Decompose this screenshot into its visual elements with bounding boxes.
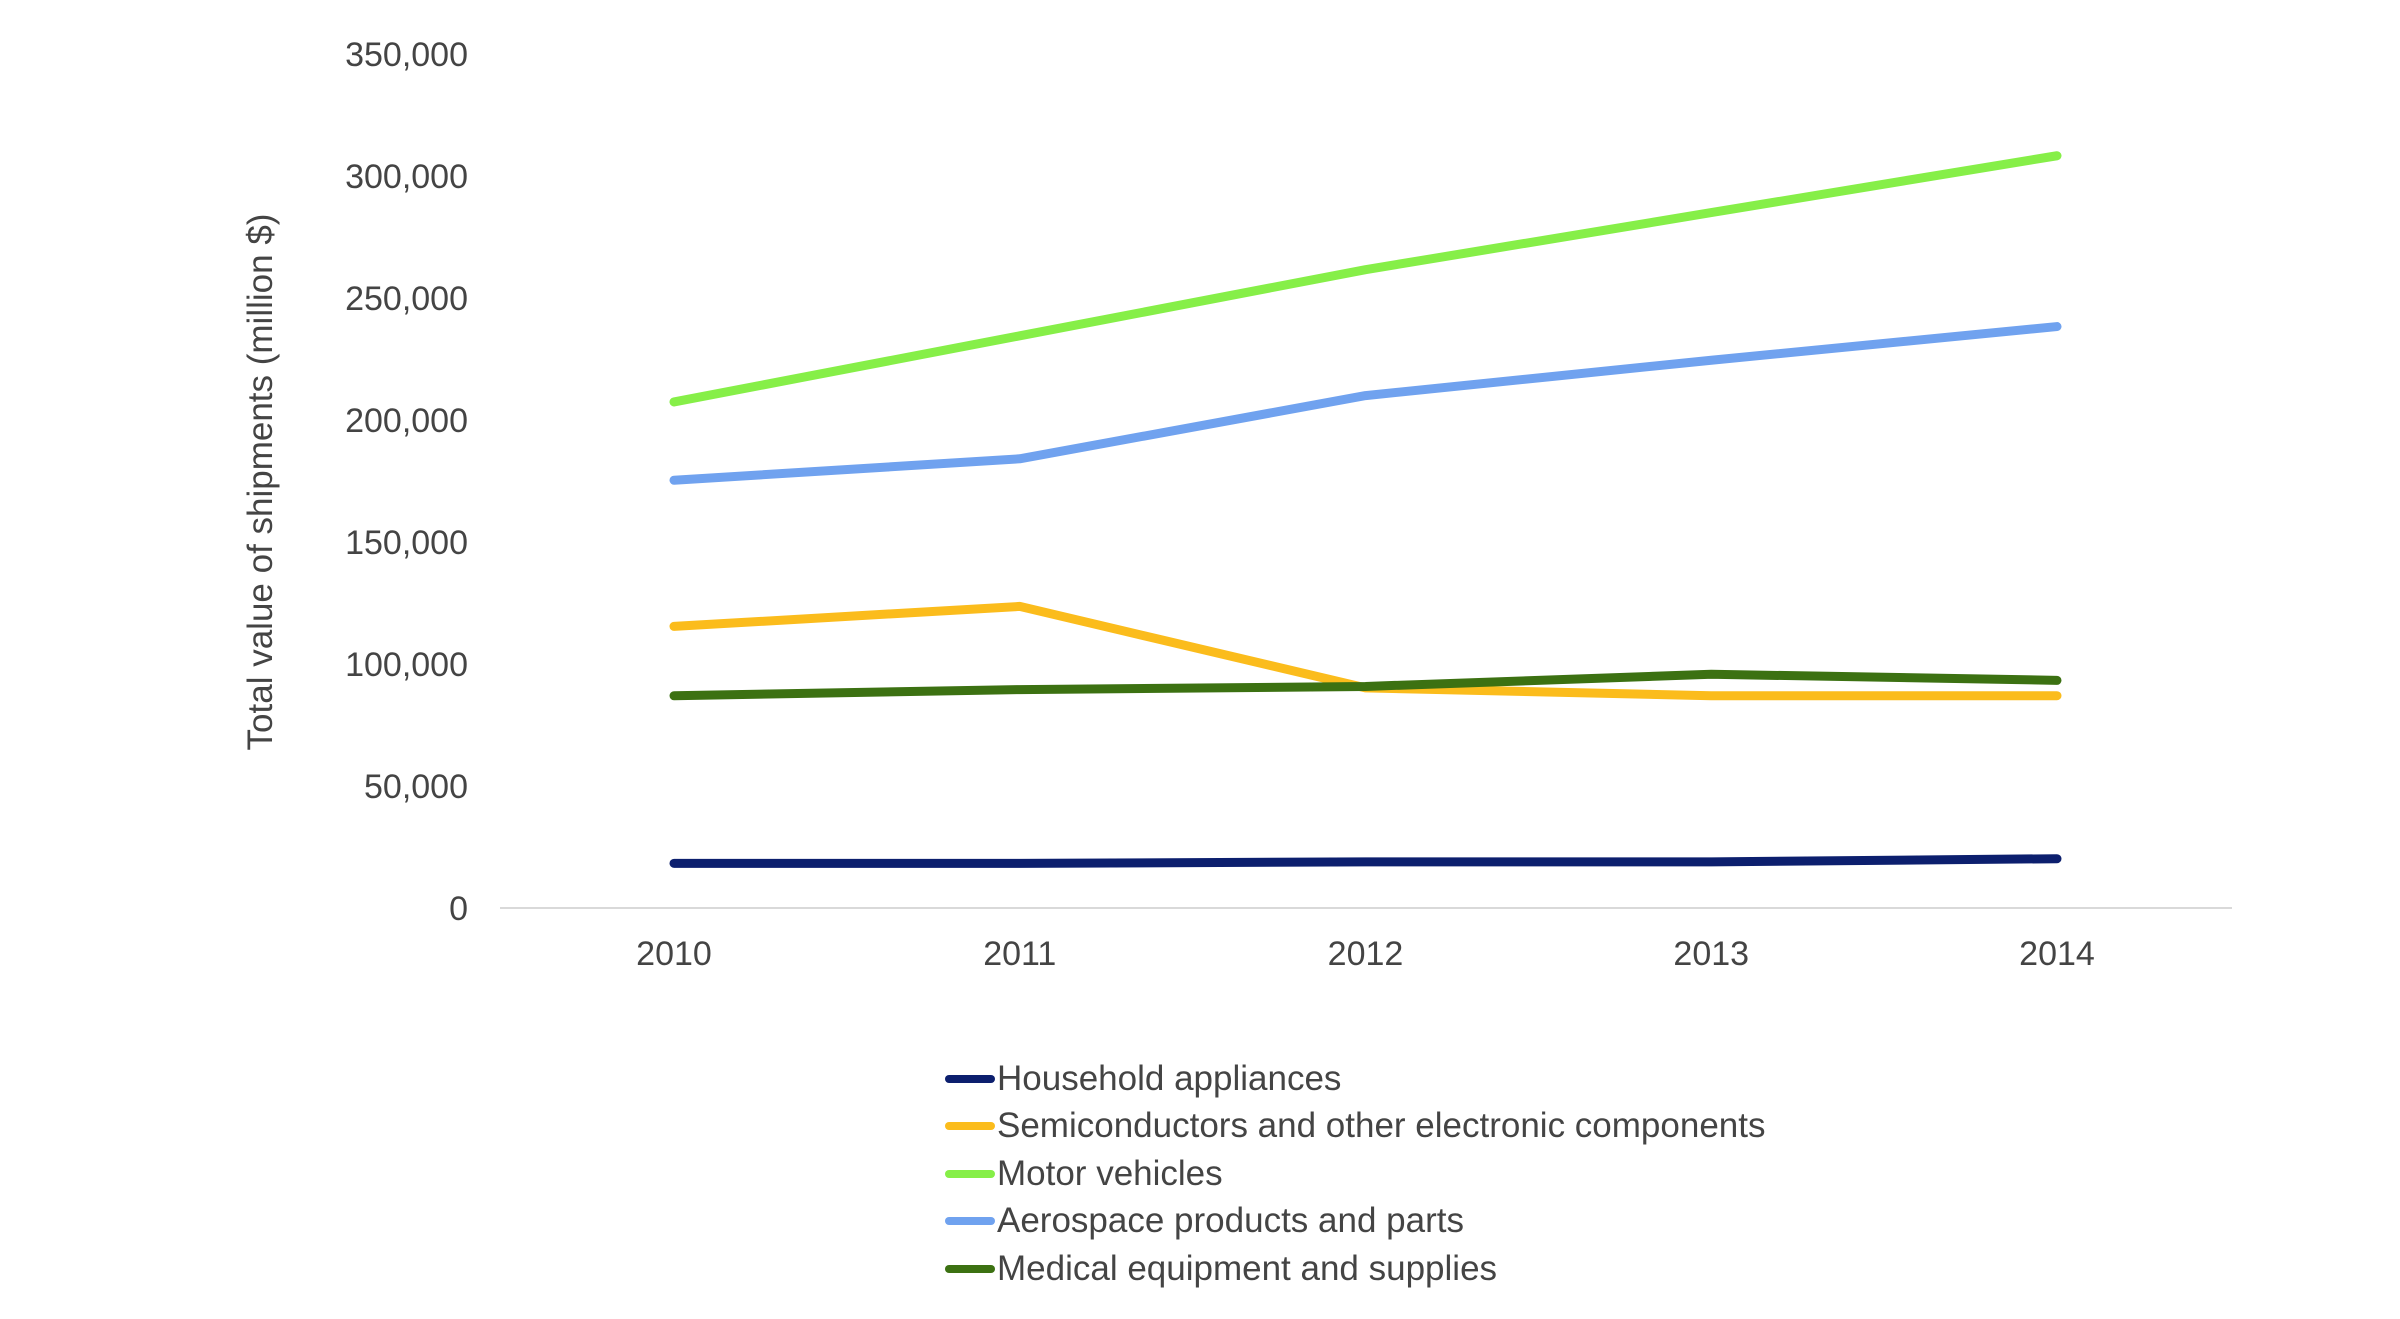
y-tick-label: 200,000 [345,402,468,440]
legend-label: Medical equipment and supplies [997,1248,1498,1288]
x-tick-label: 2010 [636,935,712,973]
legend-label: Semiconductors and other electronic comp… [997,1106,1766,1146]
legend-swatch [945,1122,995,1131]
legend-item: Aerospace products and parts [945,1198,1765,1246]
legend-swatch [945,1217,995,1226]
legend-label: Motor vehicles [997,1153,1223,1193]
x-tick-label: 2014 [2019,935,2095,973]
legend-item: Household appliances [945,1055,1765,1103]
legend-swatch [945,1169,995,1178]
legend: Household appliances Semiconductors and o… [945,1055,1765,1293]
y-tick-label: 250,000 [345,280,468,318]
x-tick-label: 2013 [1673,935,1749,973]
x-tick-label: 2011 [983,935,1056,973]
y-tick-label: 150,000 [345,524,468,562]
series-line [669,854,2062,868]
legend-item: Semiconductors and other electronic comp… [945,1103,1765,1151]
legend-swatch [945,1074,995,1083]
legend-item: Motor vehicles [945,1150,1765,1198]
series-line [669,151,2062,407]
legend-label: Aerospace products and parts [997,1201,1464,1241]
legend-swatch [945,1264,995,1273]
legend-item: Medical equipment and supplies [945,1245,1765,1293]
y-tick-label: 50,000 [364,768,468,806]
legend-label: Household appliances [997,1058,1342,1098]
series-line [669,322,2062,485]
y-tick-label: 350,000 [345,36,468,74]
y-tick-label: 100,000 [345,646,468,684]
y-axis-label: Total value of shipments (million $) [241,214,280,751]
x-tick-label: 2012 [1328,935,1404,973]
y-tick-label: 0 [449,890,468,928]
y-tick-label: 300,000 [345,158,468,196]
